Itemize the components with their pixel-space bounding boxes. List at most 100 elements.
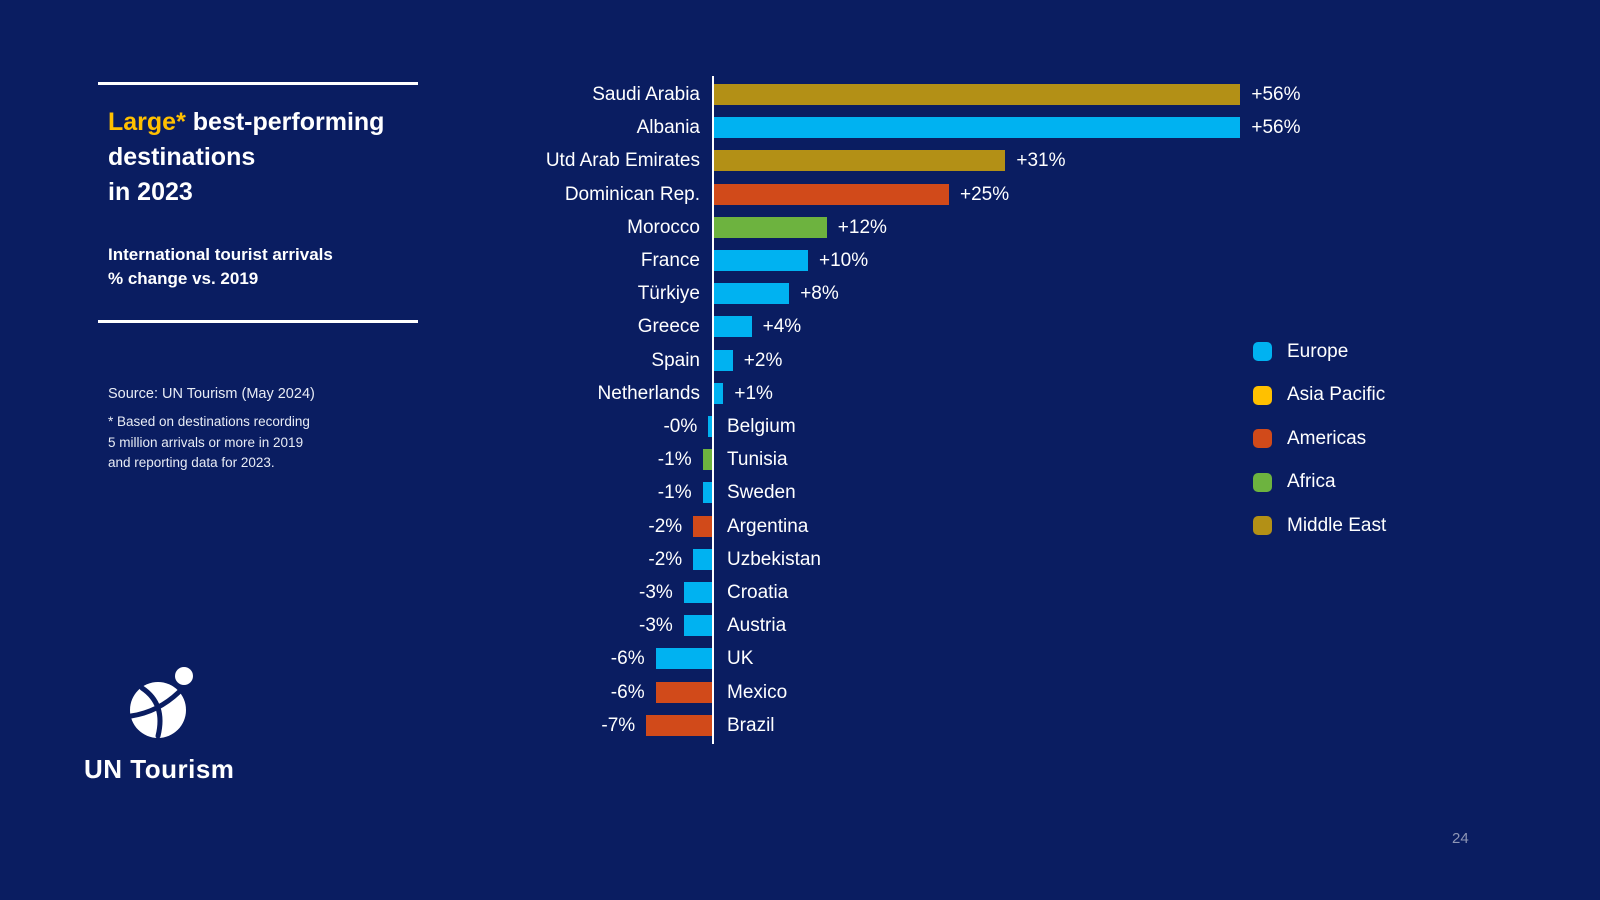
bar-tunisia xyxy=(702,449,712,471)
un-tourism-logo: UN Tourism xyxy=(84,662,254,785)
country-label: France xyxy=(640,250,700,271)
bar-row-utd-arab-emirates: Utd Arab Emirates +31% xyxy=(440,144,1340,177)
bar-row-belgium: Belgium -0% xyxy=(440,410,1340,443)
value-label: +8% xyxy=(800,283,839,305)
source-text: Source: UN Tourism (May 2024) xyxy=(108,386,315,402)
bar-uk xyxy=(655,648,712,670)
bar-row-sweden: Sweden -1% xyxy=(440,476,1340,509)
country-label: Dominican Rep. xyxy=(564,183,700,205)
title-line1-rest: best-performing xyxy=(192,108,385,136)
bar-row-tunisia: Tunisia -1% xyxy=(440,443,1340,476)
bar-chart: Saudi Arabia +56% Albania +56% Utd Arab Emir… xyxy=(440,76,1340,744)
bar-row-uzbekistan: Uzbekistan -2% xyxy=(440,543,1340,576)
subtitle-line1: International tourist arrivals xyxy=(108,245,333,264)
bar-belgium xyxy=(708,416,712,437)
value-label: +1% xyxy=(734,382,773,404)
country-label: UK xyxy=(727,648,754,670)
page-number: 24 xyxy=(1452,830,1469,847)
bar-spain xyxy=(714,349,733,371)
bar-row-uk: UK -6% xyxy=(440,642,1340,675)
value-label: -3% xyxy=(639,615,673,637)
bar-t-rkiye xyxy=(714,283,790,305)
legend-item-asia_pacific: Asia Pacific xyxy=(1253,374,1386,418)
value-label: -6% xyxy=(610,648,645,670)
chart-axis xyxy=(712,76,714,744)
legend-item-africa: Africa xyxy=(1253,461,1386,505)
legend-label: Africa xyxy=(1287,471,1336,493)
title-line2: destinations xyxy=(108,143,256,171)
bar-uzbekistan xyxy=(693,548,712,570)
chart-subtitle: International tourist arrivals % change … xyxy=(108,243,333,291)
country-label: Belgium xyxy=(727,416,796,437)
country-label: Morocco xyxy=(627,216,700,238)
legend-swatch xyxy=(1253,429,1272,449)
value-label: +10% xyxy=(819,250,869,271)
country-label: Saudi Arabia xyxy=(592,84,700,105)
bar-row-greece: Greece +4% xyxy=(440,310,1340,343)
country-label: Albania xyxy=(636,117,700,139)
bar-austria xyxy=(683,615,712,637)
value-label: +31% xyxy=(1016,150,1066,172)
country-label: Argentina xyxy=(727,515,809,537)
country-label: Utd Arab Emirates xyxy=(545,150,700,172)
country-label: Türkiye xyxy=(637,283,700,305)
legend-item-europe: Europe xyxy=(1253,330,1386,374)
country-label: Brazil xyxy=(727,714,775,736)
bar-row-spain: Spain +2% xyxy=(440,344,1340,377)
bar-croatia xyxy=(683,582,712,603)
value-label: -7% xyxy=(601,714,636,736)
title-rule-top xyxy=(98,82,418,85)
value-label: +56% xyxy=(1251,117,1301,139)
title-rule-bottom xyxy=(98,320,418,323)
country-label: Greece xyxy=(637,316,700,338)
logo-text: UN Tourism xyxy=(84,754,235,784)
value-label: +56% xyxy=(1251,84,1301,105)
value-label: -2% xyxy=(648,515,683,537)
legend-label: Europe xyxy=(1287,340,1349,362)
footnote: * Based on destinations recording 5 mill… xyxy=(108,412,310,474)
bar-row-morocco: Morocco +12% xyxy=(440,211,1340,244)
title-highlight: Large* xyxy=(108,108,186,136)
legend-swatch xyxy=(1253,472,1272,492)
value-label: +4% xyxy=(762,316,802,338)
bar-row-netherlands: Netherlands +1% xyxy=(440,377,1340,410)
bar-row-dominican-rep-: Dominican Rep. +25% xyxy=(440,178,1340,211)
bar-row-croatia: Croatia -3% xyxy=(440,576,1340,609)
subtitle-line2: % change vs. 2019 xyxy=(108,269,259,288)
bar-argentina xyxy=(693,515,712,537)
bar-row-brazil: Brazil -7% xyxy=(440,709,1340,742)
footnote-line1: * Based on destinations recording xyxy=(108,414,310,429)
bar-utd-arab-emirates xyxy=(714,150,1006,172)
bar-row-austria: Austria -3% xyxy=(440,609,1340,642)
page-title: Large* best-performing destinations in 202… xyxy=(108,105,448,210)
country-label: Spain xyxy=(651,349,700,371)
footnote-line3: and reporting data for 2023. xyxy=(108,455,275,470)
un-tourism-logo-icon xyxy=(128,667,193,739)
bar-row-saudi-arabia: Saudi Arabia +56% xyxy=(440,78,1340,111)
bar-france xyxy=(714,250,808,271)
value-label: +12% xyxy=(837,216,887,238)
bar-row-t-rkiye: Türkiye +8% xyxy=(440,277,1340,310)
footnote-line2: 5 million arrivals or more in 2019 xyxy=(108,434,304,450)
bar-sweden xyxy=(702,482,712,504)
bar-dominican-rep- xyxy=(714,183,949,205)
country-label: Netherlands xyxy=(597,382,700,404)
legend-label: Americas xyxy=(1287,427,1367,449)
title-line3: in 2023 xyxy=(108,178,193,206)
legend-item-americas: Americas xyxy=(1253,417,1386,461)
value-label: -3% xyxy=(639,582,673,603)
bar-row-albania: Albania +56% xyxy=(440,111,1340,144)
bar-brazil xyxy=(646,714,712,736)
country-label: Uzbekistan xyxy=(727,548,821,570)
country-label: Austria xyxy=(727,615,787,637)
bar-mexico xyxy=(655,681,712,703)
country-label: Sweden xyxy=(727,482,796,504)
legend-label: Asia Pacific xyxy=(1287,384,1386,406)
value-label: -1% xyxy=(657,482,692,504)
country-label: Croatia xyxy=(727,582,789,603)
bar-row-france: France +10% xyxy=(440,244,1340,277)
legend-swatch xyxy=(1253,385,1272,405)
country-label: Tunisia xyxy=(727,449,788,471)
value-label: -2% xyxy=(648,548,683,570)
